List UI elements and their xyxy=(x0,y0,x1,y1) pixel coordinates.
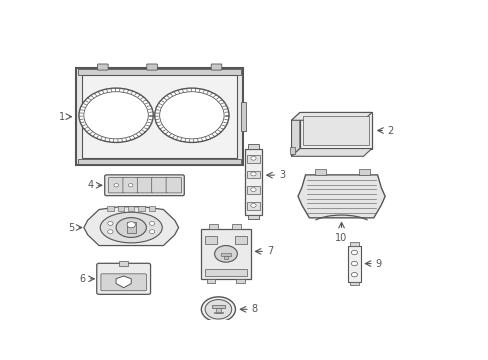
Text: 5: 5 xyxy=(68,222,74,233)
Circle shape xyxy=(128,184,133,187)
Circle shape xyxy=(79,88,153,143)
Text: 7: 7 xyxy=(266,246,273,256)
Bar xyxy=(231,224,241,229)
Bar xyxy=(248,215,258,220)
Bar xyxy=(224,256,227,259)
Circle shape xyxy=(114,184,118,187)
Bar xyxy=(358,169,369,175)
FancyBboxPatch shape xyxy=(104,175,184,195)
FancyBboxPatch shape xyxy=(146,64,157,70)
FancyBboxPatch shape xyxy=(211,64,222,70)
Circle shape xyxy=(84,92,148,139)
Bar xyxy=(119,261,128,266)
Circle shape xyxy=(201,297,235,322)
Circle shape xyxy=(250,156,256,160)
Text: 1: 1 xyxy=(59,112,65,122)
Bar xyxy=(118,206,124,211)
Text: 2: 2 xyxy=(386,126,392,135)
Bar xyxy=(205,237,217,244)
Polygon shape xyxy=(84,207,178,246)
FancyBboxPatch shape xyxy=(151,177,167,193)
Bar xyxy=(246,202,260,210)
Bar xyxy=(302,116,368,145)
FancyBboxPatch shape xyxy=(137,177,153,193)
Text: 8: 8 xyxy=(251,304,257,314)
Bar xyxy=(248,144,258,149)
FancyBboxPatch shape xyxy=(97,64,108,70)
FancyBboxPatch shape xyxy=(97,263,150,294)
FancyBboxPatch shape xyxy=(122,177,138,193)
Ellipse shape xyxy=(100,212,162,243)
Bar xyxy=(208,224,218,229)
Bar xyxy=(205,269,246,276)
Text: 4: 4 xyxy=(87,180,93,190)
Polygon shape xyxy=(291,149,371,156)
Circle shape xyxy=(250,203,256,207)
Bar xyxy=(128,206,134,211)
Ellipse shape xyxy=(116,218,146,238)
FancyBboxPatch shape xyxy=(166,177,181,193)
Circle shape xyxy=(159,92,224,139)
Bar xyxy=(241,102,245,131)
Bar xyxy=(201,229,250,279)
Bar xyxy=(289,147,295,153)
Bar xyxy=(349,242,358,246)
Bar xyxy=(216,308,220,314)
Circle shape xyxy=(149,230,154,234)
Bar xyxy=(299,112,371,149)
Text: 9: 9 xyxy=(375,258,381,269)
Text: 3: 3 xyxy=(279,170,285,180)
Bar xyxy=(148,206,155,211)
Bar xyxy=(347,246,360,282)
Circle shape xyxy=(214,246,237,262)
Bar xyxy=(246,155,260,163)
Circle shape xyxy=(107,230,113,234)
Circle shape xyxy=(250,188,256,192)
FancyBboxPatch shape xyxy=(108,177,124,193)
Bar xyxy=(107,206,114,211)
Polygon shape xyxy=(291,112,299,156)
Bar xyxy=(221,253,230,256)
Bar xyxy=(236,279,244,283)
Text: 6: 6 xyxy=(80,274,85,284)
Circle shape xyxy=(204,300,231,319)
Circle shape xyxy=(351,261,357,266)
Bar xyxy=(213,312,223,314)
Circle shape xyxy=(351,250,357,255)
Polygon shape xyxy=(291,112,371,120)
Bar xyxy=(76,68,243,165)
Bar xyxy=(211,305,225,308)
FancyBboxPatch shape xyxy=(101,274,146,291)
Bar xyxy=(244,149,262,215)
Circle shape xyxy=(149,221,154,225)
Bar xyxy=(314,169,326,175)
Polygon shape xyxy=(116,276,131,288)
Bar xyxy=(349,282,358,285)
Bar xyxy=(82,75,237,158)
Bar xyxy=(138,206,144,211)
Bar xyxy=(234,237,246,244)
Circle shape xyxy=(127,222,135,228)
Bar xyxy=(126,222,136,233)
Bar xyxy=(78,69,241,75)
Bar xyxy=(206,279,215,283)
Circle shape xyxy=(107,221,113,225)
Text: 10: 10 xyxy=(335,233,347,243)
Bar xyxy=(246,171,260,179)
Polygon shape xyxy=(297,175,385,218)
Bar xyxy=(78,159,241,164)
Circle shape xyxy=(351,273,357,277)
Circle shape xyxy=(250,172,256,176)
Circle shape xyxy=(154,88,228,143)
Bar xyxy=(246,186,260,194)
